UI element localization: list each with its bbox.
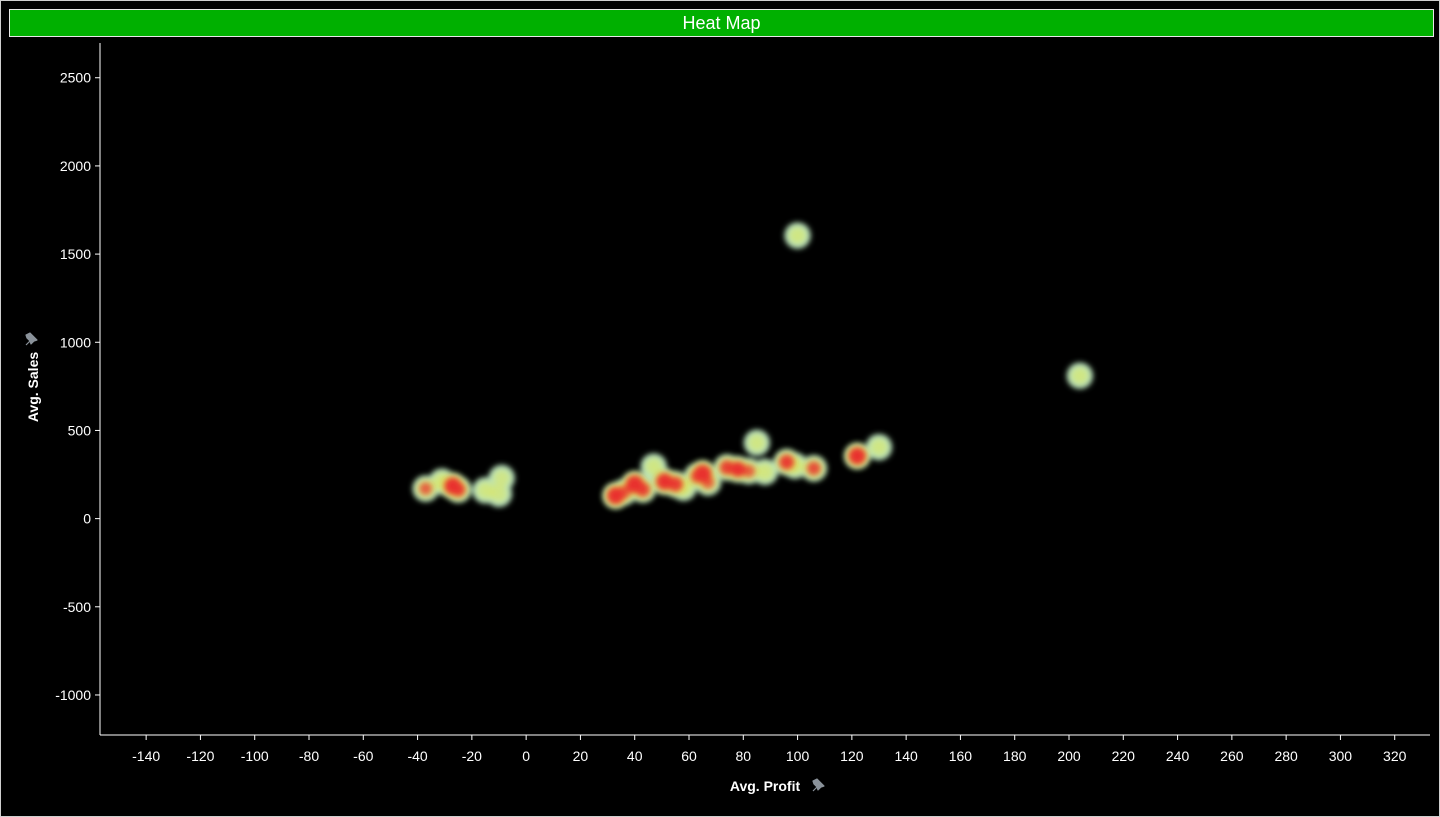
y-tick-label: -1000 <box>55 687 91 703</box>
y-axis-pin-icon[interactable] <box>25 332 38 346</box>
heat-layer-mid <box>416 226 1089 507</box>
x-tick-label: 320 <box>1383 748 1407 764</box>
x-axis-title: Avg. Profit <box>730 778 801 794</box>
heat-point-mid <box>476 481 495 500</box>
x-tick-label: 240 <box>1166 748 1190 764</box>
heat-point-mid <box>755 462 775 482</box>
x-tick-label: 120 <box>840 748 864 764</box>
x-tick-label: 280 <box>1274 748 1298 764</box>
x-tick-label: -60 <box>353 748 373 764</box>
x-tick-label: 100 <box>786 748 810 764</box>
heat-point-mid <box>492 469 511 487</box>
heat-point-mid <box>1070 366 1089 385</box>
x-axis-ticks: -140 -120 -100 -80 -60 -40 -20 0 20 40 60 80 100 120 1… <box>132 735 1407 764</box>
x-tick-label: 140 <box>894 748 918 764</box>
heat-point-mid <box>869 438 889 457</box>
y-tick-label: 1500 <box>60 246 91 262</box>
heat-point-mid <box>644 457 663 476</box>
y-tick-label: 1000 <box>60 334 91 350</box>
y-axis-ticks: 2500 2000 1500 1000 500 0 -500 -1000 <box>55 70 100 703</box>
x-tick-label: 260 <box>1220 748 1244 764</box>
heat-point-core <box>742 464 756 478</box>
heat-point-core <box>635 482 651 497</box>
chart-title: Heat Map <box>9 9 1434 37</box>
x-tick-label: -20 <box>462 748 482 764</box>
heat-point-core <box>848 447 866 465</box>
y-tick-label: 2000 <box>60 158 91 174</box>
x-tick-label: 200 <box>1057 748 1081 764</box>
x-tick-label: -100 <box>241 748 269 764</box>
y-tick-label: 500 <box>68 422 92 438</box>
heat-point-mid <box>747 433 766 452</box>
heat-point-core <box>730 461 746 478</box>
y-tick-label: 0 <box>83 511 91 527</box>
heat-point-mid <box>490 485 508 503</box>
heat-point-core <box>451 482 466 497</box>
x-tick-label: -80 <box>299 748 319 764</box>
x-tick-label: -120 <box>186 748 214 764</box>
x-tick-label: 20 <box>573 748 589 764</box>
x-tick-label: 160 <box>949 748 973 764</box>
x-axis-pin-icon[interactable] <box>812 778 825 792</box>
x-tick-label: 180 <box>1003 748 1027 764</box>
heat-layer-core <box>419 447 866 505</box>
heat-point-core <box>419 482 433 495</box>
x-tick-label: -40 <box>407 748 427 764</box>
x-tick-label: 0 <box>522 748 530 764</box>
x-tick-label: -140 <box>132 748 160 764</box>
heat-point-core <box>701 476 715 489</box>
x-tick-label: 220 <box>1112 748 1136 764</box>
x-tick-label: 300 <box>1329 748 1353 764</box>
heat-point-core <box>806 461 821 476</box>
y-tick-label: 2500 <box>60 70 91 86</box>
heat-point-mid <box>788 226 807 245</box>
y-tick-label: -500 <box>63 599 91 615</box>
y-axis-title: Avg. Sales <box>25 352 41 423</box>
heat-point-core <box>779 454 795 470</box>
x-tick-label: 40 <box>627 748 643 764</box>
x-tick-label: 60 <box>681 748 697 764</box>
heat-point-core <box>667 476 683 492</box>
x-tick-label: 80 <box>735 748 751 764</box>
